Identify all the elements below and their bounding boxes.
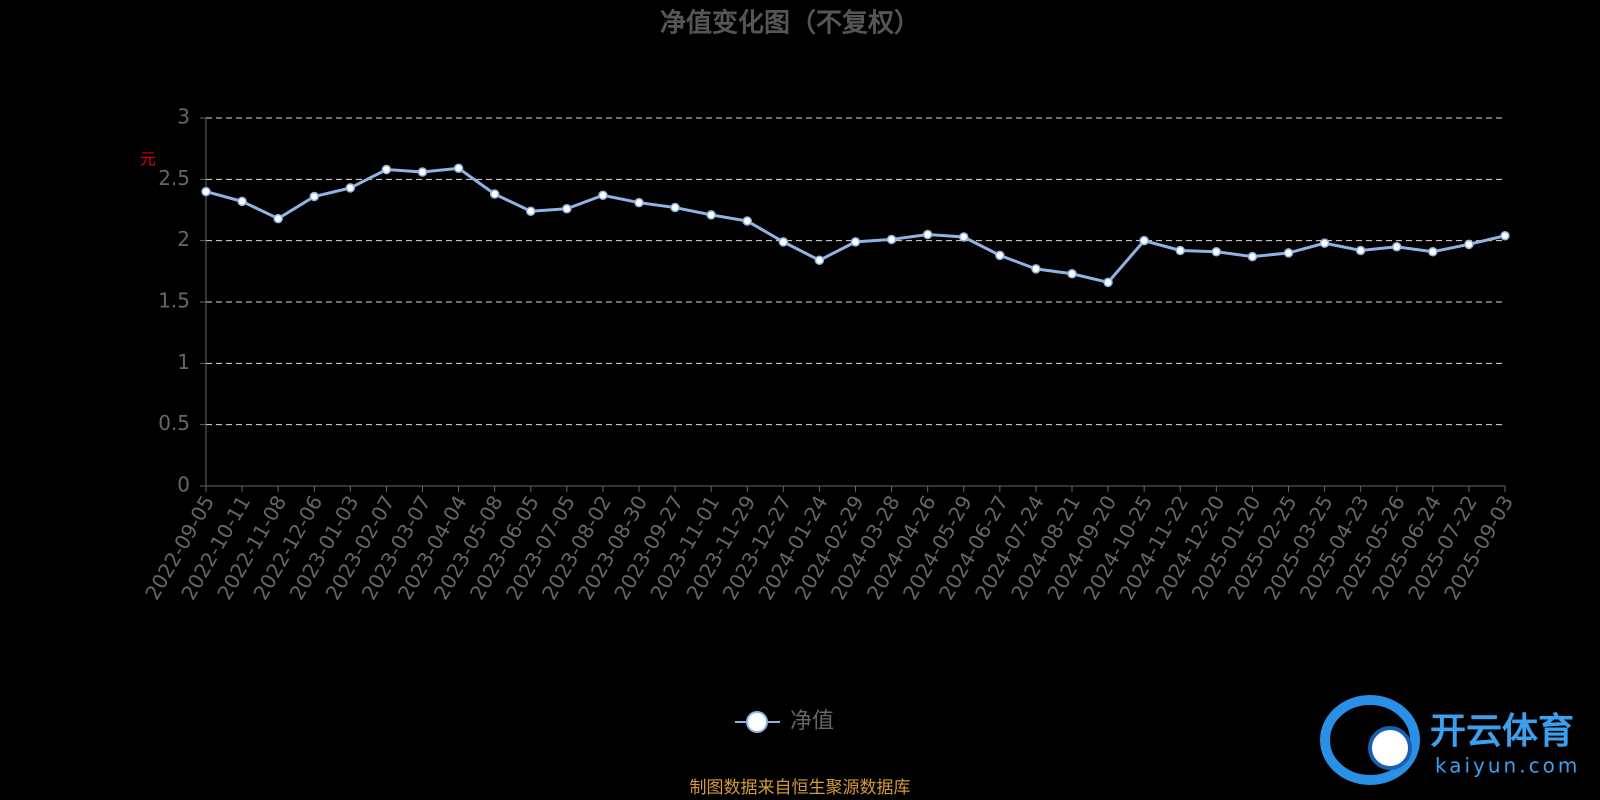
point — [453, 163, 464, 174]
point — [922, 229, 933, 240]
y-tick-label: 1.5 — [158, 289, 190, 313]
point — [1355, 245, 1366, 256]
logo-ball — [1368, 726, 1412, 770]
point — [1247, 251, 1258, 262]
point — [1139, 235, 1149, 246]
point — [778, 237, 789, 247]
point — [1464, 239, 1474, 250]
point — [1428, 246, 1438, 257]
legend-marker — [746, 711, 768, 733]
y-axis-label: 元 — [140, 150, 156, 169]
point — [886, 234, 897, 245]
point — [1067, 269, 1077, 279]
point — [345, 183, 356, 193]
source-note: 制图数据来自恒生聚源数据库 — [690, 778, 911, 798]
point — [1103, 277, 1113, 288]
point — [634, 197, 644, 208]
point — [742, 216, 752, 226]
point — [598, 190, 608, 201]
point — [201, 186, 211, 197]
point — [273, 213, 283, 224]
legend-label: 净值 — [790, 709, 834, 734]
brand-site: kaiyun.com — [1435, 754, 1580, 778]
point — [562, 204, 572, 214]
y-tick-label: 2.5 — [158, 166, 190, 190]
point — [489, 189, 500, 199]
point — [237, 196, 247, 207]
line — [205, 166, 1506, 285]
point — [526, 206, 536, 216]
point — [850, 237, 861, 247]
y-tick-label: 1 — [177, 350, 190, 374]
point — [1500, 231, 1510, 241]
y-tick-label: 3 — [177, 105, 190, 129]
point — [381, 164, 392, 175]
point — [1392, 242, 1402, 252]
watermark: 开云体育 kaiyun.com — [1320, 695, 1580, 785]
brand: 开云体育 — [1430, 711, 1574, 752]
y-tick-label: 0 — [177, 473, 190, 497]
chart-title: 净值变化图（不复权） — [660, 8, 920, 39]
point — [417, 167, 428, 177]
point — [995, 250, 1005, 261]
y-tick-label: 2 — [177, 227, 190, 251]
point — [1319, 238, 1330, 248]
point — [706, 210, 716, 220]
point — [670, 202, 680, 213]
point — [1283, 248, 1294, 258]
point — [1211, 246, 1222, 257]
point — [1175, 245, 1185, 256]
point — [309, 191, 319, 202]
point — [959, 232, 969, 242]
point — [814, 255, 825, 266]
logo-ring — [1320, 695, 1420, 785]
y-tick-label: 0.5 — [158, 411, 190, 435]
point — [1031, 264, 1041, 274]
